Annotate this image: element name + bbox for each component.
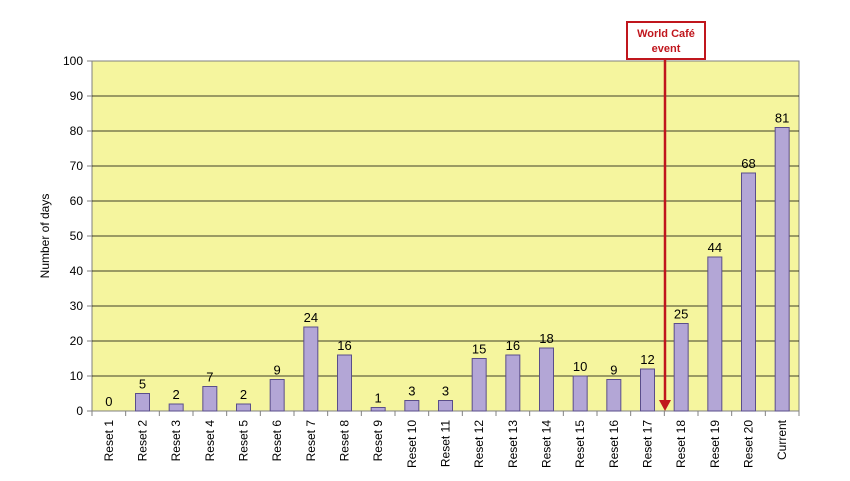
annotation-arrow-head <box>659 400 671 411</box>
bar-value-label: 7 <box>206 370 213 385</box>
bar-value-label: 10 <box>573 359 587 374</box>
y-tick-label: 100 <box>63 54 83 68</box>
bar-value-label: 9 <box>610 363 617 378</box>
bar <box>337 354 352 412</box>
bar-value-label: 3 <box>442 384 449 399</box>
bar <box>707 256 723 412</box>
bar <box>471 358 487 412</box>
bar <box>774 127 790 412</box>
bar <box>539 347 554 412</box>
y-tick-label: 50 <box>70 229 84 243</box>
annotation-text-line2: event <box>652 43 681 55</box>
bar <box>640 368 655 412</box>
y-tick-label: 40 <box>70 264 84 278</box>
bar-value-label: 25 <box>674 307 688 322</box>
y-tick-label: 80 <box>70 124 84 138</box>
bar-value-label: 18 <box>539 331 553 346</box>
x-tick-label: Reset 20 <box>742 420 756 468</box>
x-tick-label: Reset 13 <box>506 420 520 468</box>
x-tick-label: Reset 15 <box>573 420 587 468</box>
y-tick-label: 70 <box>70 159 84 173</box>
x-tick-label: Reset 17 <box>641 420 655 468</box>
bar-value-label: 24 <box>304 310 318 325</box>
bar <box>202 386 218 412</box>
y-tick-label: 10 <box>70 369 84 383</box>
x-tick-label: Reset 14 <box>540 420 554 468</box>
x-tick-label: Reset 4 <box>203 420 217 462</box>
bar-value-label: 1 <box>375 391 382 406</box>
x-tick-label: Reset 6 <box>270 420 284 462</box>
bar-value-label: 15 <box>472 342 486 357</box>
x-tick-label: Reset 10 <box>405 420 419 468</box>
x-tick-label: Reset 11 <box>439 420 453 467</box>
bar <box>135 393 150 412</box>
bar-value-label: 44 <box>708 240 722 255</box>
x-tick-label: Reset 3 <box>169 420 183 462</box>
x-tick-label: Reset 18 <box>674 420 688 468</box>
bar <box>741 172 756 412</box>
annotation-box <box>626 21 706 60</box>
bar-value-label: 9 <box>274 363 281 378</box>
x-tick-label: Reset 2 <box>136 420 150 462</box>
x-axis-ticks: Reset 1 Reset 2 Reset 3 Reset 4 Reset 5 Reset… <box>91 411 800 468</box>
x-tick-label: Reset 1 <box>102 420 116 462</box>
bar <box>303 326 319 412</box>
bar-value-label: 81 <box>775 111 789 126</box>
bar <box>505 354 521 412</box>
bar-value-label: 2 <box>173 387 180 402</box>
x-tick-label: Reset 12 <box>472 420 486 468</box>
y-tick-label: 20 <box>70 334 84 348</box>
x-tick-label: Reset 19 <box>708 420 722 468</box>
bar <box>168 403 184 412</box>
bar-value-label: 2 <box>240 387 247 402</box>
bar-value-label: 0 <box>105 394 112 409</box>
y-tick-label: 90 <box>70 89 84 103</box>
bar <box>572 375 588 412</box>
bar-value-label: 3 <box>408 384 415 399</box>
bar <box>370 407 386 412</box>
y-axis-ticks: 0 10 20 30 40 50 60 70 80 90 100 <box>63 54 92 418</box>
bar <box>673 323 689 412</box>
bar-value-label: 16 <box>506 338 520 353</box>
bar <box>236 403 251 412</box>
world-cafe-annotation: World Café event <box>626 21 706 411</box>
x-tick-label: Reset 16 <box>607 420 621 468</box>
y-tick-label: 0 <box>76 404 83 418</box>
bar-value-label: 68 <box>741 156 755 171</box>
bar-value-label: 16 <box>337 338 351 353</box>
x-tick-label: Current <box>775 419 789 460</box>
bar-value-label: 12 <box>640 352 654 367</box>
x-tick-label: Reset 8 <box>338 420 352 462</box>
y-tick-label: 30 <box>70 299 84 313</box>
bar-value-label: 5 <box>139 377 146 392</box>
x-tick-label: Reset 5 <box>237 420 251 462</box>
x-tick-label: Reset 7 <box>304 420 318 462</box>
bar <box>606 379 622 412</box>
y-axis-title: Number of days <box>38 194 52 279</box>
data-labels: 0 5 2 7 2 9 24 16 1 3 3 15 16 18 10 9 12 25 44 68 81 <box>105 111 789 410</box>
x-tick-label: Reset 9 <box>371 420 385 462</box>
bar <box>438 400 453 412</box>
y-tick-label: 60 <box>70 194 84 208</box>
annotation-text-line1: World Café <box>637 28 695 40</box>
bar <box>404 400 420 412</box>
bars <box>135 127 790 412</box>
bar <box>269 379 285 412</box>
